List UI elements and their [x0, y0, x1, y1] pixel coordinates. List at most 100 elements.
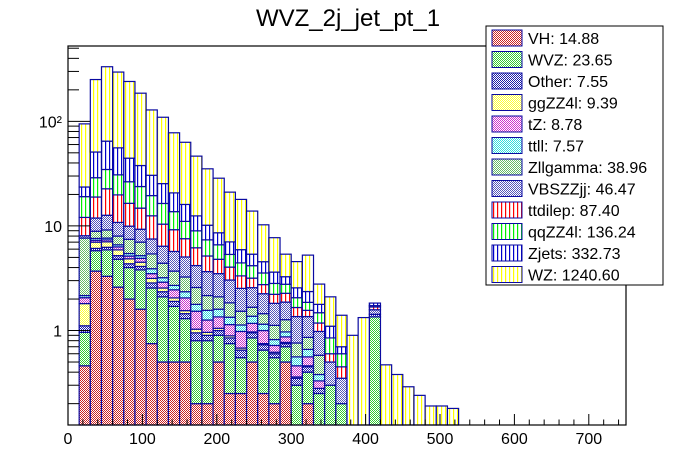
bar-ttdilep-15	[78, 216, 91, 237]
bar-Zllgamma-60	[112, 235, 125, 246]
bar-qqZZ4l-150	[179, 220, 192, 240]
legend-label: Zllgamma: 38.96	[528, 160, 647, 177]
bar-Zllgamma-285	[279, 319, 292, 333]
bar-VH-135	[167, 361, 181, 426]
bar-VH-120	[156, 361, 170, 426]
legend-label: Other: 7.55	[528, 74, 608, 91]
bar-Zllgamma-330	[312, 354, 326, 376]
bar-Zllgamma-105	[145, 253, 158, 270]
legend-entry-VBSZZjj: VBSZZjj: 46.47	[491, 180, 636, 199]
bar-WVZ-15	[78, 331, 91, 367]
bar-Other-240	[245, 332, 259, 339]
series-qqZZ4l	[78, 168, 382, 368]
bar-ttdilep-255	[257, 283, 270, 295]
bar-WZ-390	[357, 316, 370, 426]
bar-ttdilep-150	[179, 238, 192, 258]
bar-Other-150	[179, 313, 192, 320]
bar-Zllgamma-255	[257, 313, 270, 325]
bar-ttdilep-105	[145, 215, 158, 240]
bar-ttdilep-285	[279, 292, 292, 303]
bar-WZ-120	[156, 116, 170, 185]
bar-VBSZZjj-315	[301, 315, 315, 338]
x-tick-label: 700	[575, 431, 602, 448]
legend-label: ggZZ4l: 9.39	[528, 96, 618, 113]
bar-Other-315	[301, 366, 315, 373]
bar-WZ-225	[234, 198, 248, 251]
bar-VBSZZjj-300	[290, 315, 303, 344]
legend-entry-ttdilep: ttdilep: 87.40	[491, 201, 620, 220]
bar-VH-315	[301, 403, 315, 426]
bar-WVZ-330	[312, 392, 326, 426]
bar-ttll-210	[223, 316, 237, 326]
stacked-bars	[78, 66, 460, 426]
bar-VH-285	[279, 361, 292, 426]
bar-Zllgamma-45	[100, 229, 114, 239]
bar-ggZZ4l-105	[145, 277, 158, 284]
bar-ttll-270	[268, 338, 281, 347]
bar-ttdilep-360	[335, 366, 348, 379]
legend-label: Zjets: 332.73	[528, 246, 621, 263]
bar-ttll-315	[301, 348, 315, 358]
legend: VH: 14.88 WVZ: 23.65 Other: 7.55 ggZZ4l: 9.…	[485, 25, 664, 286]
bar-WVZ-75	[123, 266, 136, 300]
bar-tZ-105	[145, 273, 158, 280]
legend-swatch	[491, 51, 523, 68]
bar-ggZZ4l-30	[89, 241, 103, 249]
bar-WZ-510	[446, 407, 460, 426]
bar-Zjets-405	[368, 302, 382, 307]
bar-WZ-90	[134, 92, 147, 167]
bar-Zjets-180	[201, 224, 214, 241]
bar-Zllgamma-30	[89, 230, 103, 239]
bar-Zjets-255	[257, 261, 270, 274]
bar-WZ-135	[167, 132, 181, 194]
bar-tZ-195	[212, 316, 225, 329]
bar-tZ-240	[245, 322, 259, 333]
bar-WZ-480	[424, 405, 437, 426]
bar-Other-300	[290, 377, 303, 386]
bar-Zjets-210	[223, 241, 237, 256]
bar-VBSZZjj-60	[112, 221, 125, 237]
bar-Zjets-75	[123, 157, 136, 183]
legend-label: ttll: 7.57	[528, 139, 584, 156]
bar-ttdilep-75	[123, 202, 136, 227]
x-tick-label: 300	[278, 431, 305, 448]
bar-ttdilep-330	[312, 322, 326, 333]
legend-label: WVZ: 23.65	[528, 53, 613, 70]
bar-VH-270	[268, 403, 281, 426]
bar-qqZZ4l-15	[78, 196, 91, 219]
bar-VBSZZjj-150	[179, 256, 192, 278]
legend-entry-VH: VH: 14.88	[491, 29, 599, 48]
bar-qqZZ4l-315	[301, 301, 315, 311]
bar-WVZ-270	[268, 357, 281, 405]
bar-WZ-435	[391, 373, 404, 426]
bar-VH-210	[223, 392, 237, 426]
bar-VH-195	[212, 361, 225, 426]
bar-ttll-105	[145, 268, 158, 275]
bar-Other-210	[223, 337, 237, 345]
bar-VBSZZjj-330	[312, 330, 326, 356]
bar-Zjets-105	[145, 174, 158, 197]
bar-qqZZ4l-285	[279, 283, 292, 294]
bar-VBSZZjj-45	[100, 214, 114, 231]
bar-ttdilep-60	[112, 194, 125, 224]
bar-WVZ-60	[112, 258, 125, 288]
bar-WVZ-165	[190, 340, 203, 405]
bar-VBSZZjj-270	[268, 302, 281, 326]
bar-ggZZ4l-75	[123, 258, 136, 265]
bar-WVZ-150	[179, 318, 192, 363]
y-tick-label: 10	[44, 219, 62, 236]
bar-WZ-30	[89, 78, 103, 153]
legend-entry-WZ: WZ: 1240.60	[491, 266, 620, 285]
bar-VBSZZjj-165	[190, 264, 203, 289]
bar-tZ-15	[78, 297, 91, 305]
bar-VH-30	[89, 270, 103, 426]
bar-VBSZZjj-90	[134, 228, 147, 243]
legend-label: VBSZZjj: 46.47	[528, 182, 636, 199]
bar-qqZZ4l-105	[145, 194, 158, 217]
bar-tZ-330	[312, 380, 326, 389]
bar-qqZZ4l-30	[89, 177, 103, 198]
y-tick-label: 10²	[39, 114, 63, 131]
bar-ttll-330	[312, 373, 326, 382]
bar-ttll-300	[290, 356, 303, 367]
